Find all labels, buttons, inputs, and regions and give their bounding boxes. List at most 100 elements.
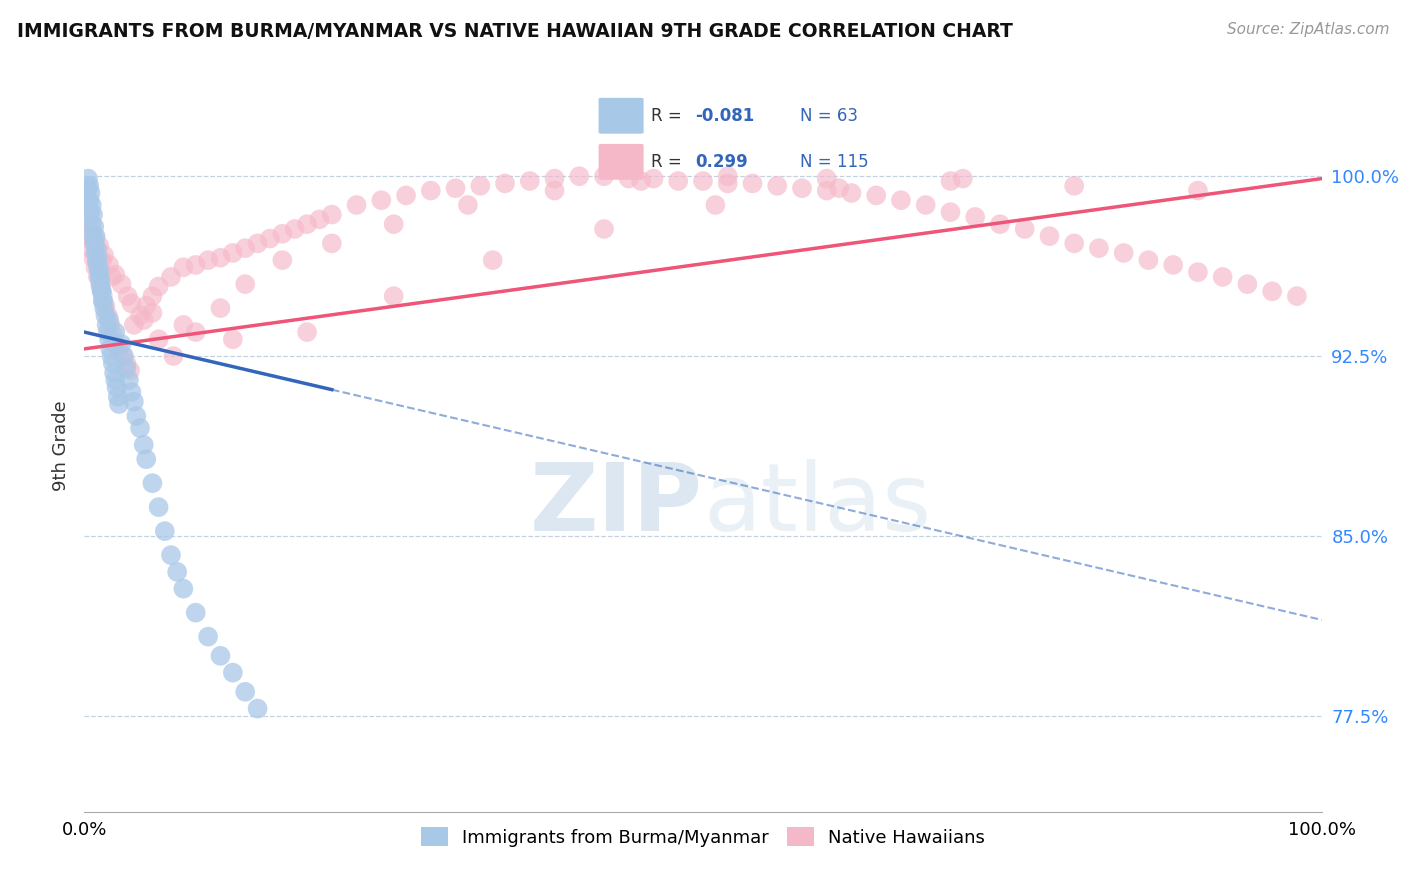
- Point: [132, 438, 155, 452]
- Point: [79, 193, 101, 207]
- Point: [370, 193, 392, 207]
- Point: [77, 171, 100, 186]
- Point: [79, 186, 101, 200]
- Point: [79, 205, 101, 219]
- Y-axis label: 9th Grade: 9th Grade: [52, 401, 70, 491]
- Point: [104, 337, 127, 351]
- Point: [100, 349, 122, 363]
- Point: [246, 236, 269, 251]
- Point: [79, 178, 101, 193]
- Point: [382, 217, 405, 231]
- Point: [87, 269, 110, 284]
- Point: [87, 260, 110, 275]
- Point: [172, 318, 194, 332]
- Point: [153, 524, 176, 538]
- Point: [222, 332, 245, 346]
- Point: [1161, 258, 1184, 272]
- Point: [259, 231, 281, 245]
- Point: [120, 385, 142, 400]
- Point: [457, 198, 479, 212]
- Point: [129, 421, 152, 435]
- Point: [308, 212, 330, 227]
- Point: [692, 174, 714, 188]
- Point: [141, 476, 163, 491]
- Point: [101, 356, 124, 370]
- Text: Source: ZipAtlas.com: Source: ZipAtlas.com: [1226, 22, 1389, 37]
- Point: [94, 308, 117, 322]
- Point: [184, 606, 207, 620]
- Point: [117, 289, 139, 303]
- Point: [93, 301, 115, 315]
- Point: [90, 253, 112, 268]
- Point: [97, 325, 120, 339]
- Point: [83, 236, 105, 251]
- Point: [94, 299, 117, 313]
- Point: [233, 241, 256, 255]
- Point: [209, 301, 232, 315]
- Point: [1088, 241, 1111, 255]
- Point: [790, 181, 813, 195]
- Point: [141, 289, 163, 303]
- Point: [233, 685, 256, 699]
- Point: [939, 174, 962, 188]
- Point: [111, 349, 134, 363]
- Point: [87, 251, 110, 265]
- Point: [419, 184, 441, 198]
- Point: [77, 181, 100, 195]
- Point: [148, 332, 170, 346]
- Point: [444, 181, 467, 195]
- Point: [295, 325, 318, 339]
- Point: [100, 269, 122, 284]
- Point: [120, 296, 142, 310]
- Point: [82, 251, 104, 265]
- Point: [148, 279, 170, 293]
- Point: [115, 361, 138, 376]
- Point: [160, 269, 183, 284]
- Point: [914, 198, 936, 212]
- Point: [115, 356, 138, 370]
- Point: [1187, 265, 1209, 279]
- Point: [98, 332, 121, 346]
- Point: [494, 177, 516, 191]
- Point: [988, 217, 1011, 231]
- Point: [815, 171, 838, 186]
- Point: [1236, 277, 1258, 292]
- Point: [91, 289, 114, 303]
- Point: [110, 277, 132, 292]
- Point: [84, 246, 107, 260]
- Text: IMMIGRANTS FROM BURMA/MYANMAR VS NATIVE HAWAIIAN 9TH GRADE CORRELATION CHART: IMMIGRANTS FROM BURMA/MYANMAR VS NATIVE …: [17, 22, 1012, 41]
- Point: [107, 390, 129, 404]
- Point: [122, 394, 145, 409]
- Point: [91, 293, 114, 308]
- Point: [86, 241, 108, 255]
- Point: [346, 198, 368, 212]
- Point: [1038, 229, 1060, 244]
- Point: [271, 227, 294, 241]
- Point: [952, 171, 974, 186]
- Point: [103, 366, 125, 380]
- Point: [841, 186, 863, 200]
- Point: [717, 177, 740, 191]
- Point: [815, 184, 838, 198]
- Point: [90, 285, 112, 299]
- Point: [86, 253, 108, 268]
- Point: [543, 171, 565, 186]
- Point: [1063, 236, 1085, 251]
- Point: [865, 188, 887, 202]
- Point: [98, 342, 121, 356]
- Point: [741, 177, 763, 191]
- Point: [98, 318, 121, 332]
- Point: [89, 279, 111, 293]
- Point: [77, 217, 100, 231]
- Point: [125, 409, 148, 423]
- Point: [1014, 222, 1036, 236]
- Point: [1285, 289, 1308, 303]
- Point: [141, 306, 163, 320]
- Point: [104, 268, 127, 282]
- Point: [104, 325, 127, 339]
- Point: [84, 260, 107, 275]
- Point: [1212, 269, 1234, 284]
- Point: [617, 171, 640, 186]
- Point: [172, 582, 194, 596]
- Point: [108, 397, 131, 411]
